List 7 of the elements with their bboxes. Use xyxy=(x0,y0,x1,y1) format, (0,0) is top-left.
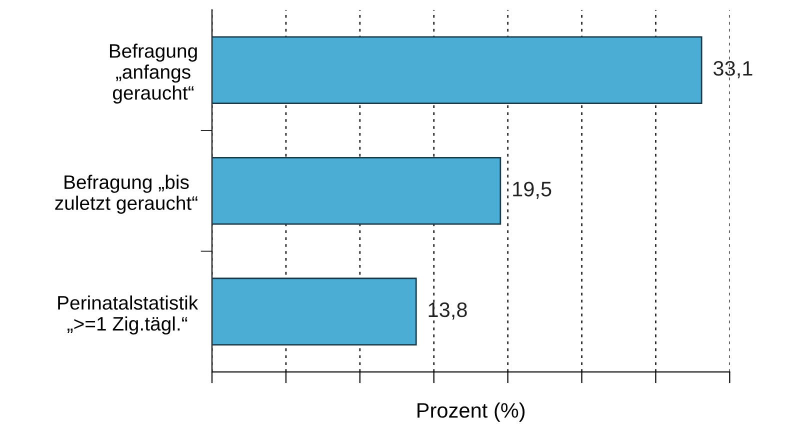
data-label: 33,1 xyxy=(713,61,752,78)
data-label: 13,8 xyxy=(428,302,467,320)
x-axis-title: Prozent (%) xyxy=(418,402,525,422)
y-tick-label: Perinatalstatistik „>=1 Zig.tägl.“ xyxy=(58,295,198,335)
data-label: 19,5 xyxy=(513,182,552,199)
y-tick-label: Befragung „bis zuletzt geraucht“ xyxy=(55,174,198,214)
y-tick-label: Befragung „anfangs geraucht“ xyxy=(110,44,197,104)
